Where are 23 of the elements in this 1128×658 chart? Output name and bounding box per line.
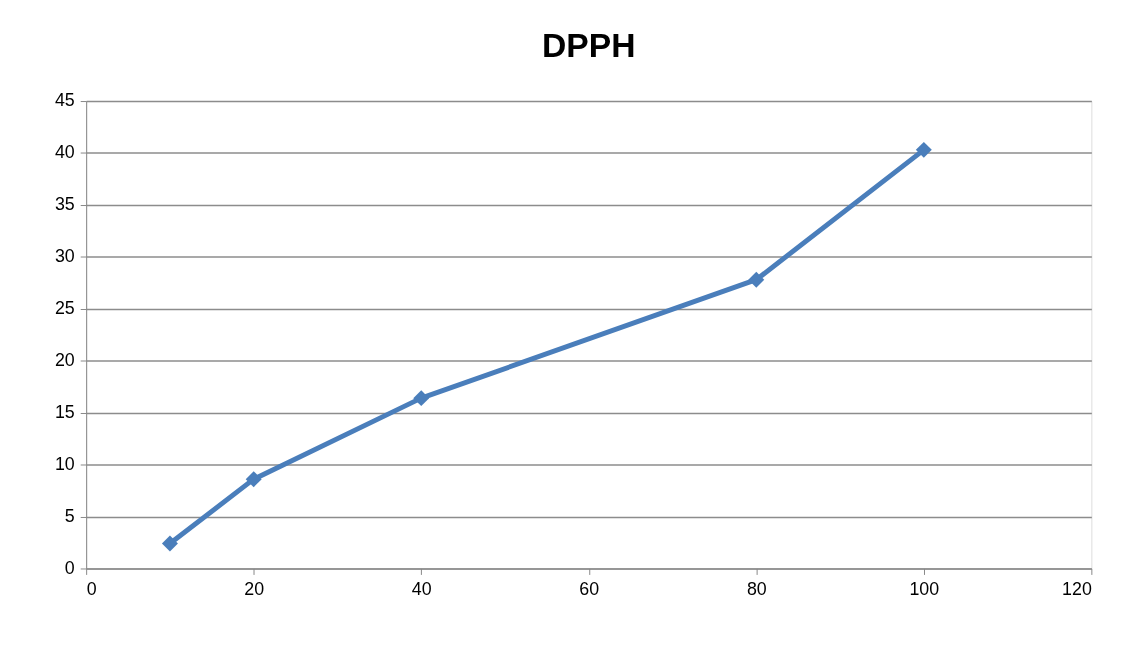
y-tick-label: 45 [54,90,75,111]
x-tick-label: 80 [746,578,767,599]
y-tick-label: 20 [54,350,75,371]
y-tick-label: 40 [54,142,75,163]
x-tick-label: 0 [86,578,97,599]
point [161,535,178,552]
chart-title: DPPH [542,27,636,65]
x-tick-label: 20 [244,578,265,599]
point [748,271,765,288]
x-tick-label: 60 [579,578,600,599]
y-tick-label: 30 [54,246,75,267]
x-tick-label: 40 [411,578,432,599]
y-tick-label: 10 [54,454,75,475]
point [413,390,430,407]
y-tick-label: 25 [54,298,75,319]
point [915,141,932,158]
point [245,471,262,488]
y-tick-label: 0 [64,557,75,578]
x-tick-label: 120 [1062,578,1092,599]
x-tick-label: 100 [909,578,940,599]
y-tick-label: 35 [54,194,75,215]
y-tick-label: 15 [54,402,75,423]
y-tick-label: 5 [64,505,75,526]
